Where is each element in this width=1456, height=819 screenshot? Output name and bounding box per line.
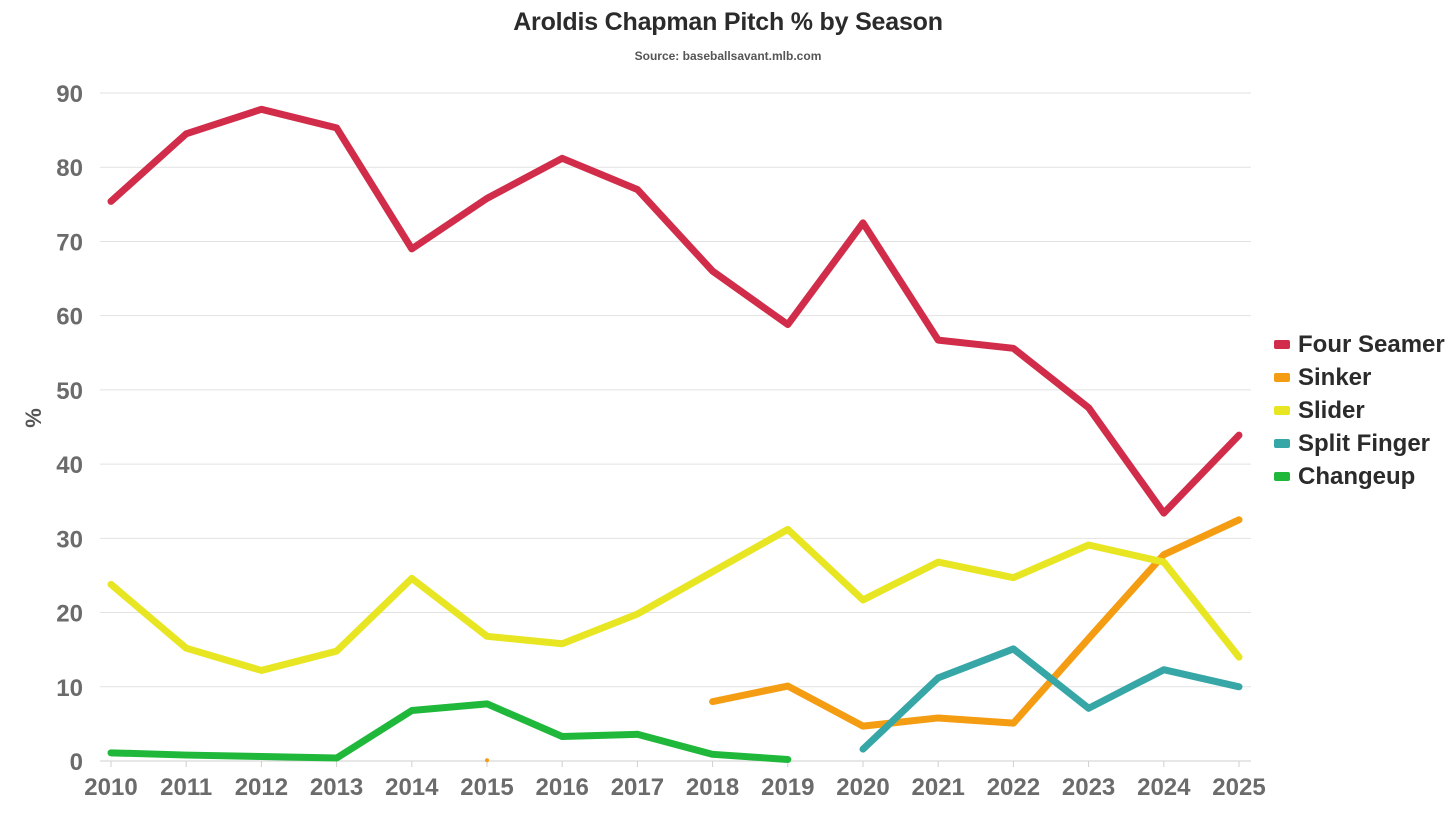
legend-item: Four Seamer <box>1274 328 1445 361</box>
x-tick-label: 2014 <box>385 774 439 801</box>
x-tick-label: 2015 <box>460 774 513 801</box>
legend-item: Split Finger <box>1274 427 1445 460</box>
x-tick-label: 2011 <box>160 774 212 801</box>
series-slider <box>107 525 1243 674</box>
y-tick-label: 40 <box>56 452 83 479</box>
x-tick-label: 2012 <box>235 774 288 801</box>
y-tick-label: 10 <box>56 675 83 702</box>
x-tick-label: 2020 <box>836 774 889 801</box>
series-lines <box>107 105 1243 764</box>
y-tick-label: 0 <box>70 749 83 776</box>
chart-subtitle: Source: baseballsavant.mlb.com <box>634 49 822 63</box>
legend-swatch <box>1274 439 1290 448</box>
legend-swatch <box>1274 406 1290 415</box>
series-four-seamer <box>107 105 1243 517</box>
y-tick-label: 80 <box>56 155 83 182</box>
data-point <box>485 758 489 763</box>
chart-title: Aroldis Chapman Pitch % by Season <box>513 8 943 36</box>
legend-label: Sinker <box>1298 363 1372 391</box>
x-tick-label: 2023 <box>1062 774 1115 801</box>
legend-swatch <box>1274 373 1290 382</box>
series-line <box>107 700 792 764</box>
legend-label: Changeup <box>1298 462 1416 490</box>
legend-label: Split Finger <box>1298 429 1430 457</box>
y-tick-label: 60 <box>56 304 83 331</box>
legend-swatch <box>1274 340 1290 349</box>
x-tick-label: 2016 <box>536 774 589 801</box>
x-tick-label: 2018 <box>686 774 739 801</box>
series-split-finger <box>859 645 1243 753</box>
legend-item: Changeup <box>1274 460 1445 493</box>
series-line <box>107 105 1243 517</box>
y-tick-label: 90 <box>56 81 83 108</box>
axes: 0 10 20 30 40 50 60 70 80 90 2010 2011 2012 2013 2014 2… <box>56 81 1265 801</box>
legend: Four Seamer Sinker Slider Split Finger Chang… <box>1274 328 1445 493</box>
legend-swatch <box>1274 472 1290 481</box>
series-line <box>859 645 1243 753</box>
x-tick-label: 2013 <box>310 774 363 801</box>
series-sinker <box>485 516 1243 763</box>
x-tick-label: 2010 <box>84 774 137 801</box>
series-changeup <box>107 700 792 764</box>
y-tick-label: 70 <box>56 229 83 256</box>
legend-label: Slider <box>1298 396 1365 424</box>
x-tick-label: 2022 <box>987 774 1040 801</box>
y-tick-label: 50 <box>56 378 83 405</box>
y-axis-label: % <box>21 408 46 428</box>
x-tick-label: 2021 <box>912 774 965 801</box>
series-line <box>709 516 1243 730</box>
legend-item: Sinker <box>1274 361 1445 394</box>
gridlines <box>100 92 1251 688</box>
legend-label: Four Seamer <box>1298 330 1445 358</box>
x-tick-label: 2019 <box>761 774 814 801</box>
series-line <box>107 525 1243 674</box>
y-tick-label: 30 <box>56 526 83 553</box>
x-tick-label: 2024 <box>1137 774 1191 801</box>
y-tick-label: 20 <box>56 601 83 628</box>
legend-item: Slider <box>1274 394 1445 427</box>
x-tick-label: 2017 <box>611 774 664 801</box>
x-tick-label: 2025 <box>1212 774 1265 801</box>
